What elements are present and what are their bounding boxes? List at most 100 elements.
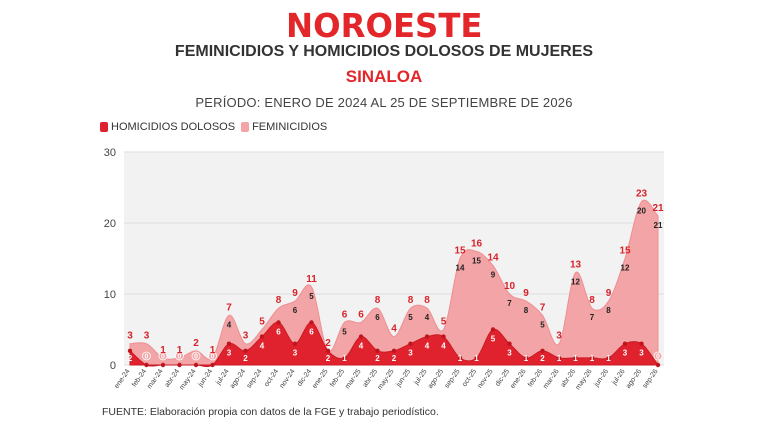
- x-tick-label: jun-26: [593, 368, 611, 389]
- data-label-homicidios: 2: [540, 354, 545, 363]
- data-label-feminicidios: 9: [491, 271, 496, 280]
- homicidios-point: [127, 348, 133, 353]
- x-tick-label: may-25: [377, 368, 396, 391]
- x-tick-label: may-26: [575, 368, 594, 391]
- data-label-feminicidios: 12: [621, 264, 630, 273]
- data-label-homicidios: 3: [227, 349, 232, 358]
- data-label-homicidios: 4: [359, 342, 364, 351]
- data-label-feminicidios: 5: [342, 327, 347, 336]
- data-label-homicidios: 2: [128, 354, 133, 363]
- data-label-homicidios: 0: [161, 354, 165, 361]
- data-label-feminicidios: 8: [606, 306, 611, 315]
- data-label-total: 6: [358, 309, 364, 320]
- legend-label-feminicidios: FEMINICIDIOS: [252, 121, 328, 133]
- homicidios-point: [589, 355, 595, 361]
- data-label-total: 8: [408, 295, 414, 306]
- x-tick-label: ago-24: [229, 368, 247, 390]
- data-label-homicidios: 4: [441, 342, 446, 351]
- data-label-total: 13: [570, 260, 582, 271]
- homicidios-point: [259, 334, 265, 339]
- x-tick-label: feb-26: [527, 368, 544, 388]
- x-tick-label: feb-25: [329, 368, 346, 388]
- legend-swatch-feminicidios: [241, 122, 250, 132]
- x-tick-label: jun-25: [395, 368, 413, 389]
- homicidios-point: [193, 362, 199, 368]
- source-note: FUENTE: Elaboración propia con datos de …: [102, 406, 439, 418]
- data-label-homicidios: 1: [573, 354, 578, 363]
- data-label-feminicidios: 5: [408, 313, 413, 322]
- chart-legend: HOMICIDIOS DOLOSOS FEMINICIDIOS: [100, 121, 333, 133]
- homicidios-point: [309, 320, 314, 325]
- data-label-homicidios: 4: [425, 342, 430, 351]
- data-label-feminicidios: 6: [375, 313, 380, 322]
- homicidios-point: [226, 341, 232, 346]
- data-label-total: 1: [177, 345, 183, 356]
- x-tick-label: jul-26: [611, 368, 627, 387]
- data-label-homicidios: 0: [145, 354, 149, 361]
- data-label-homicidios: 6: [276, 327, 281, 336]
- data-label-homicidios: 1: [524, 354, 529, 363]
- x-tick-label: jul-24: [215, 368, 231, 387]
- data-label-homicidios: 0: [178, 354, 182, 361]
- data-label-homicidios: 2: [326, 354, 331, 363]
- chart-subtitle: SINALOA: [345, 67, 423, 86]
- x-tick-label: oct-24: [263, 368, 280, 388]
- homicidios-point: [144, 362, 149, 368]
- homicidios-point: [243, 348, 248, 353]
- x-tick-label: nov-25: [477, 368, 495, 390]
- y-tick-label: 30: [104, 147, 116, 159]
- homicidios-point: [391, 348, 397, 353]
- homicidios-point: [160, 362, 166, 368]
- data-label-homicidios: 1: [458, 354, 463, 363]
- x-tick-label: sep-26: [642, 368, 660, 390]
- data-label-homicidios: 2: [375, 354, 380, 363]
- data-label-feminicidios: 7: [507, 299, 512, 308]
- data-label-feminicidios: 12: [571, 278, 580, 287]
- x-tick-label: ago-25: [427, 368, 445, 390]
- data-label-total: 15: [454, 246, 466, 257]
- data-label-homicidios: 3: [639, 349, 644, 358]
- x-tick-label: dic-25: [494, 368, 511, 388]
- homicidios-zero-marker: [191, 351, 201, 361]
- data-label-homicidios: 0: [211, 354, 215, 361]
- data-label-total: 2: [193, 338, 199, 349]
- homicidios-zero-marker: [142, 351, 151, 361]
- homicidios-point: [474, 355, 479, 361]
- homicidios-zero-marker: [175, 351, 184, 361]
- data-label-feminicidios: 4: [425, 313, 430, 322]
- y-tick-label: 20: [104, 218, 116, 230]
- legend-swatch-homicidios: [100, 122, 108, 132]
- homicidios-point: [606, 355, 611, 361]
- legend-label-homicidios: HOMICIDIOS DOLOSOS: [111, 121, 236, 133]
- data-label-feminicidios: 5: [309, 292, 314, 301]
- homicidios-point: [276, 320, 281, 325]
- y-tick-label: 0: [110, 360, 116, 372]
- chart-title: FEMINICIDIOS Y HOMICIDIOS DOLOSOS DE MUJ…: [174, 43, 594, 60]
- homicidios-point: [408, 341, 413, 346]
- data-label-total: 10: [504, 281, 516, 292]
- data-label-total: 14: [487, 253, 499, 264]
- homicidios-zero-marker: [653, 351, 663, 361]
- data-label-total: 9: [292, 288, 298, 299]
- data-label-homicidios: 2: [392, 354, 397, 363]
- homicidios-point: [441, 334, 446, 339]
- data-label-total: 7: [540, 302, 546, 313]
- x-tick-label: may-24: [179, 368, 198, 391]
- x-tick-label: mar-24: [146, 368, 165, 390]
- homicidios-zero-marker: [208, 351, 217, 361]
- data-label-feminicidios: 4: [227, 320, 232, 329]
- data-label-total: 7: [226, 302, 232, 313]
- data-label-feminicidios: 8: [524, 306, 529, 315]
- data-label-total: 8: [589, 295, 595, 306]
- homicidios-point: [556, 355, 562, 361]
- homicidios-point: [177, 362, 182, 368]
- y-tick-label: 10: [104, 289, 116, 301]
- homicidios-point: [523, 355, 529, 361]
- data-label-homicidios: 5: [491, 335, 496, 344]
- homicidios-point: [210, 362, 215, 368]
- data-label-total: 16: [471, 238, 483, 249]
- data-label-homicidios: 3: [507, 349, 512, 358]
- data-label-homicidios: 1: [342, 354, 347, 363]
- data-label-total: 2: [325, 338, 331, 349]
